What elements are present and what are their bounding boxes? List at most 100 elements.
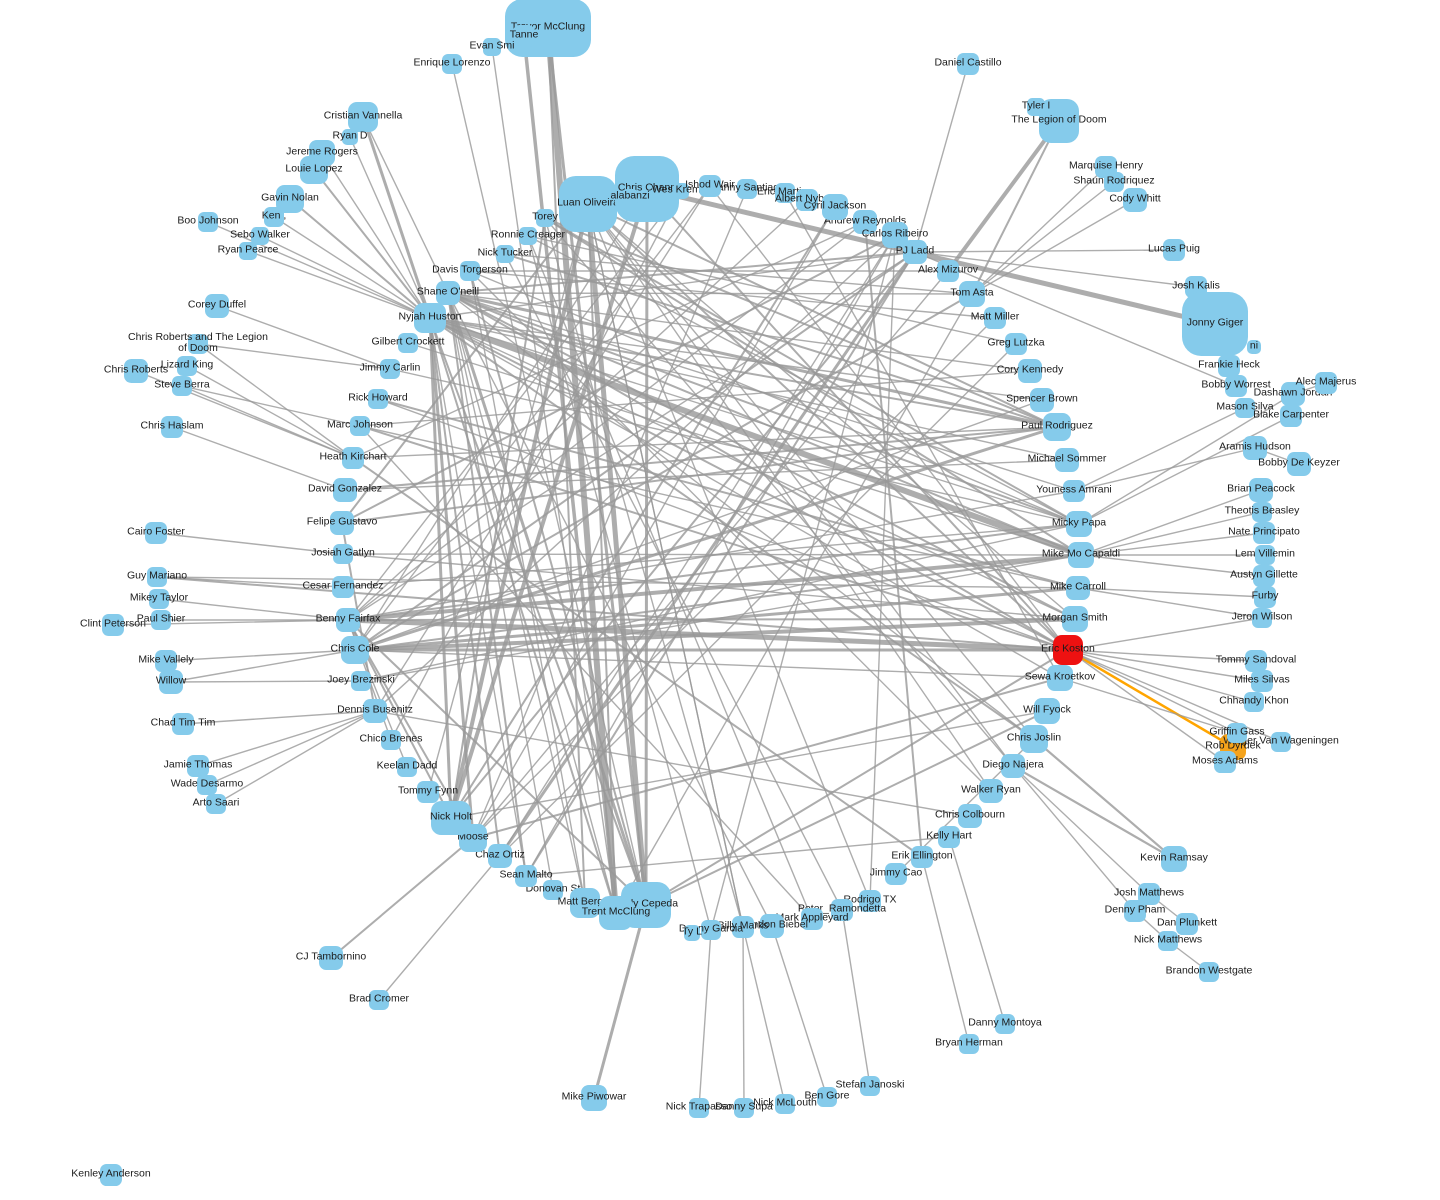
graph-node-cory-kennedy[interactable]	[1018, 359, 1042, 383]
graph-node-kenley-anderson[interactable]	[100, 1164, 122, 1186]
graph-node-alex-mizurov[interactable]	[937, 260, 959, 282]
graph-node-eric-koston[interactable]	[1053, 635, 1083, 665]
graph-node-donovan-st[interactable]	[543, 880, 563, 900]
graph-node-lem-villemin[interactable]	[1255, 545, 1275, 565]
graph-node-ishod-wair[interactable]	[699, 175, 721, 197]
graph-node-ryan-d[interactable]	[342, 129, 358, 145]
graph-node-cesar-fernandez[interactable]	[332, 576, 354, 598]
graph-node-nate-principato[interactable]	[1253, 522, 1275, 544]
graph-node-theotis-beasley[interactable]	[1252, 502, 1272, 522]
graph-node-bobby-de-keyzer[interactable]	[1287, 452, 1311, 476]
graph-node-jonny-giger[interactable]	[1182, 292, 1248, 356]
graph-node-josh-matthews[interactable]	[1138, 883, 1160, 905]
graph-node-frankie-heck[interactable]	[1218, 355, 1240, 377]
graph-node-kevin-ramsay[interactable]	[1161, 846, 1187, 872]
graph-node-kelly-hart[interactable]	[938, 826, 960, 848]
graph-node-alabanzi[interactable]	[622, 189, 638, 205]
graph-node-chico-brenes[interactable]	[381, 730, 401, 750]
graph-node-moses-adams[interactable]	[1214, 751, 1236, 773]
graph-node-morgan-smith[interactable]	[1062, 606, 1088, 632]
graph-node-peter-ramondetta[interactable]	[831, 899, 853, 921]
graph-node-sebo-walker[interactable]	[251, 227, 269, 245]
graph-node-jamie-thomas[interactable]	[187, 755, 209, 777]
graph-node-ty-l[interactable]	[684, 925, 700, 941]
graph-node-brian-peacock[interactable]	[1249, 478, 1273, 502]
graph-node-steve-berra[interactable]	[172, 376, 192, 396]
graph-node-matt-miller[interactable]	[984, 307, 1006, 329]
graph-node-danny-garcia[interactable]	[701, 920, 721, 940]
graph-node-bobby-worrest[interactable]	[1225, 375, 1247, 397]
graph-node-nick-holt[interactable]	[431, 801, 471, 835]
graph-node-aramis-hudson[interactable]	[1243, 436, 1267, 460]
graph-node-albert-nyberg[interactable]	[796, 189, 818, 211]
graph-node-austyn-gillette[interactable]	[1253, 565, 1275, 587]
graph-node-shaun-rodriquez[interactable]	[1104, 172, 1124, 192]
graph-node-ronnie-creager[interactable]	[519, 227, 537, 245]
graph-node-matt-berger[interactable]	[570, 888, 600, 918]
graph-node-dashawn-jordan[interactable]	[1281, 382, 1305, 406]
graph-node-wes-kremer[interactable]	[673, 183, 689, 199]
graph-node-chris-haslam[interactable]	[161, 416, 183, 438]
graph-node-david-gonzalez[interactable]	[333, 478, 357, 502]
graph-node-chhandy-khon[interactable]	[1244, 692, 1264, 712]
graph-node-griffin-gass[interactable]	[1227, 723, 1247, 743]
graph-node-diego-najera[interactable]	[1001, 754, 1025, 778]
graph-node-furby[interactable]	[1254, 586, 1276, 608]
graph-node-cyril-jackson[interactable]	[822, 194, 848, 220]
graph-node-trent-mcclung[interactable]	[599, 896, 633, 930]
graph-node-bryan-herman[interactable]	[959, 1034, 979, 1054]
graph-node-guy-mariano[interactable]	[147, 567, 167, 587]
graph-node-daniel-castillo[interactable]	[957, 53, 979, 75]
graph-node-erik-ellington[interactable]	[911, 846, 933, 868]
graph-node-heath-kirchart[interactable]	[342, 447, 364, 469]
graph-node-lizard-king[interactable]	[177, 356, 197, 376]
graph-node-chad-tim-tim[interactable]	[172, 713, 194, 735]
graph-node-arto-saari[interactable]	[206, 794, 226, 814]
graph-node-keelan-dadd[interactable]	[397, 757, 417, 777]
graph-node-mark-appleyard[interactable]	[801, 908, 823, 930]
graph-node-josiah-gatlyn[interactable]	[333, 544, 353, 564]
graph-node-nick-mclouth[interactable]	[775, 1094, 795, 1114]
graph-node-nick-matthews[interactable]	[1158, 931, 1178, 951]
graph-node-gilbert-crockett[interactable]	[398, 333, 418, 353]
graph-node-chris-roberts-and-the-legion-of-doom[interactable]	[188, 334, 208, 354]
graph-node-paul-rodriguez[interactable]	[1043, 413, 1071, 441]
graph-node-youness-amrani[interactable]	[1063, 480, 1085, 502]
graph-node-brad-cromer[interactable]	[369, 990, 389, 1010]
graph-node-pj-ladd[interactable]	[903, 240, 927, 264]
graph-node-chris-joslin[interactable]	[1020, 725, 1048, 753]
graph-node-chaz-ortiz[interactable]	[488, 844, 512, 868]
graph-node-tanne[interactable]	[513, 25, 535, 47]
graph-node-torey[interactable]	[536, 209, 554, 227]
graph-node-louie-lopez[interactable]	[300, 156, 328, 184]
graph-node-corey-duffel[interactable]	[205, 294, 229, 318]
graph-node-manny-santiago[interactable]	[737, 179, 757, 199]
graph-node-wieger-van-wageningen[interactable]	[1271, 732, 1291, 752]
graph-node-nyjah-huston[interactable]	[414, 303, 446, 333]
graph-node-sean-malto[interactable]	[515, 865, 537, 887]
graph-node-jimmy-cao[interactable]	[885, 863, 907, 885]
graph-node-joey-brezinski[interactable]	[351, 671, 371, 691]
graph-node-mike-vallely[interactable]	[155, 650, 177, 672]
graph-node-chris-cole[interactable]	[341, 636, 369, 664]
graph-node-rodrigo-tx[interactable]	[859, 890, 881, 912]
graph-node-mikey-taylor[interactable]	[149, 589, 169, 609]
graph-node-ryan-pearce[interactable]	[239, 242, 257, 260]
graph-node-chris-roberts[interactable]	[124, 359, 148, 383]
graph-node-miles-silvas[interactable]	[1251, 670, 1273, 692]
graph-node-willow[interactable]	[159, 670, 183, 694]
graph-node-cairo-foster[interactable]	[145, 522, 167, 544]
graph-node-cj-tambornino[interactable]	[319, 946, 343, 970]
graph-node-alec-majerus[interactable]	[1315, 372, 1337, 394]
graph-node-davis-torgerson[interactable]	[460, 261, 480, 281]
graph-node-clint-peterson[interactable]	[102, 614, 124, 636]
graph-node-felipe-gustavo[interactable]	[330, 511, 354, 535]
graph-node-nick-tucker[interactable]	[496, 245, 514, 263]
graph-node-boo-johnson[interactable]	[198, 212, 218, 232]
graph-node-rick-howard[interactable]	[368, 389, 388, 409]
graph-node-michael-sommer[interactable]	[1055, 448, 1079, 472]
graph-node-ben-gore[interactable]	[817, 1087, 837, 1107]
graph-node-spencer-brown[interactable]	[1030, 388, 1054, 412]
graph-node-nick-trapasso[interactable]	[689, 1098, 709, 1118]
